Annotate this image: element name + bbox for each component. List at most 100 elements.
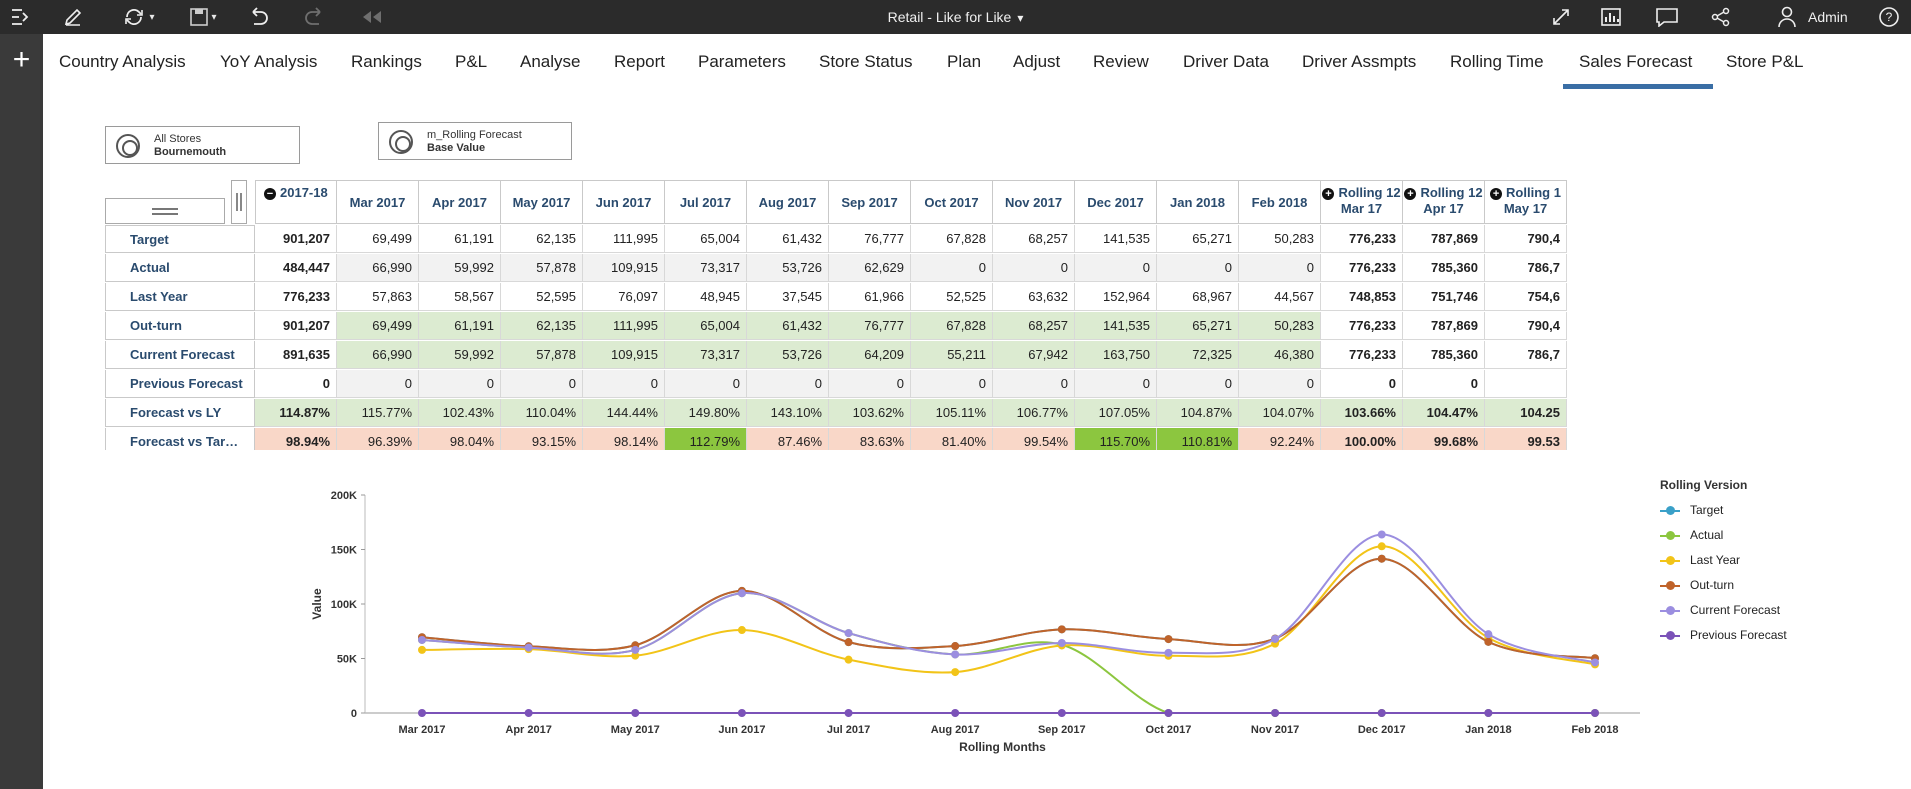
help-icon[interactable]: ? (1874, 0, 1904, 34)
series-line[interactable] (421, 545, 1596, 674)
data-point[interactable] (1057, 709, 1066, 717)
grid-cell[interactable]: 96.39% (337, 428, 419, 450)
row-header-out-turn[interactable]: Out-turn (105, 312, 255, 340)
column-header-rolling-12-apr-17[interactable]: + Rolling 12 Apr 17 (1403, 180, 1485, 224)
grid-cell[interactable]: 67,828 (911, 312, 993, 340)
grid-cell[interactable]: 0 (993, 254, 1075, 282)
grid-cell[interactable]: 50,283 (1239, 225, 1321, 253)
navigator-icon[interactable] (6, 0, 36, 34)
grid-cell[interactable]: 61,966 (829, 283, 911, 311)
grid-cell[interactable]: 0 (1403, 370, 1485, 398)
tab-review[interactable]: Review (1093, 52, 1149, 71)
data-point[interactable] (951, 709, 960, 717)
legend-item-out-turn[interactable]: Out-turn (1660, 573, 1900, 598)
legend-item-actual[interactable]: Actual (1660, 523, 1900, 548)
series-line[interactable] (421, 557, 1596, 660)
grid-cell[interactable]: 65,004 (665, 225, 747, 253)
user-icon[interactable] (1772, 0, 1802, 34)
data-point[interactable] (1591, 658, 1599, 667)
column-header-rolling-1-may-17[interactable]: + Rolling 1 May 17 (1485, 180, 1567, 224)
data-point[interactable] (524, 643, 533, 652)
grid-cell[interactable]: 61,191 (419, 312, 501, 340)
tab-analyse[interactable]: Analyse (520, 52, 581, 71)
expand-icon[interactable] (1546, 0, 1576, 34)
save-icon[interactable]: ▾ (180, 0, 226, 34)
column-header-feb-2018[interactable]: Feb 2018 (1239, 180, 1321, 224)
grid-cell[interactable]: 68,257 (993, 225, 1075, 253)
grid-cell[interactable]: 152,964 (1075, 283, 1157, 311)
grid-cell[interactable]: 69,499 (337, 225, 419, 253)
grid-cell[interactable]: 104.25 (1485, 399, 1567, 427)
grid-cell[interactable]: 751,746 (1403, 283, 1485, 311)
grid-cell[interactable]: 68,257 (993, 312, 1075, 340)
grid-cell[interactable]: 891,635 (255, 341, 337, 369)
tab-adjust[interactable]: Adjust (1013, 52, 1061, 71)
data-point[interactable] (1271, 709, 1280, 717)
grid-cell[interactable]: 786,7 (1485, 341, 1567, 369)
grid-cell[interactable]: 790,4 (1485, 225, 1567, 253)
grid-cell[interactable]: 104.47% (1403, 399, 1485, 427)
column-header-aug-2017[interactable]: Aug 2017 (747, 180, 829, 224)
grid-cell[interactable]: 65,271 (1157, 225, 1239, 253)
data-point[interactable] (844, 629, 853, 638)
column-header-may-2017[interactable]: May 2017 (501, 180, 583, 224)
series-current-forecast[interactable] (418, 530, 1599, 667)
column-header-rolling-12-mar-17[interactable]: + Rolling 12 Mar 17 (1321, 180, 1403, 224)
grid-cell[interactable]: 64,209 (829, 341, 911, 369)
grid-cell[interactable]: 81.40% (911, 428, 993, 450)
grid-cell[interactable]: 0 (1075, 370, 1157, 398)
legend-item-current-forecast[interactable]: Current Forecast (1660, 598, 1900, 623)
expand-icon[interactable]: + (1490, 187, 1503, 200)
grid-cell[interactable]: 63,632 (993, 283, 1075, 311)
grid-cell[interactable]: 103.62% (829, 399, 911, 427)
expand-icon[interactable]: + (1322, 187, 1335, 200)
grid-cell[interactable]: 787,869 (1403, 312, 1485, 340)
grid-cell[interactable]: 66,990 (337, 254, 419, 282)
data-point[interactable] (737, 626, 746, 635)
edit-icon[interactable] (58, 0, 88, 34)
grid-cell[interactable]: 787,869 (1403, 225, 1485, 253)
grid-cell[interactable]: 69,499 (337, 312, 419, 340)
column-header-mar-2017[interactable]: Mar 2017 (337, 180, 419, 224)
data-point[interactable] (951, 642, 960, 651)
grid-cell[interactable]: 0 (583, 370, 665, 398)
grid-cell[interactable]: 104.87% (1157, 399, 1239, 427)
grid-cell[interactable]: 901,207 (255, 312, 337, 340)
grid-cell[interactable]: 57,863 (337, 283, 419, 311)
grid-cell[interactable]: 111,995 (583, 312, 665, 340)
title-chevron-icon[interactable]: ▾ (1017, 11, 1024, 25)
grid-cell[interactable]: 0 (1239, 254, 1321, 282)
grid-cell[interactable]: 107.05% (1075, 399, 1157, 427)
grid-cell[interactable]: 776,233 (1321, 312, 1403, 340)
grid-cell[interactable]: 754,6 (1485, 283, 1567, 311)
tab-yoy-analysis[interactable]: YoY Analysis (220, 52, 318, 71)
version-selector[interactable]: m_Rolling Forecast Base Value (378, 122, 572, 160)
grid-cell[interactable]: 790,4 (1485, 312, 1567, 340)
tab-rankings[interactable]: Rankings (351, 52, 422, 71)
grid-cell[interactable]: 66,990 (337, 341, 419, 369)
grid-cell[interactable]: 68,967 (1157, 283, 1239, 311)
grid-cell[interactable]: 104.07% (1239, 399, 1321, 427)
grid-splitter-handle[interactable] (231, 180, 247, 224)
grid-cell[interactable]: 87.46% (747, 428, 829, 450)
grid-cell[interactable]: 99.68% (1403, 428, 1485, 450)
column-header-dec-2017[interactable]: Dec 2017 (1075, 180, 1157, 224)
row-header-forecast-vs-ly[interactable]: Forecast vs LY (105, 399, 255, 427)
column-header-apr-2017[interactable]: Apr 2017 (419, 180, 501, 224)
row-header-actual[interactable]: Actual (105, 254, 255, 282)
data-point[interactable] (844, 638, 853, 647)
grid-cell[interactable]: 102.43% (419, 399, 501, 427)
grid-cell[interactable]: 0 (419, 370, 501, 398)
data-point[interactable] (1271, 634, 1280, 643)
tab-pl[interactable]: P&L (455, 52, 488, 71)
user-name[interactable]: Admin (1808, 9, 1848, 25)
grid-cell[interactable]: 73,317 (665, 341, 747, 369)
grid-cell[interactable]: 65,004 (665, 312, 747, 340)
grid-cell[interactable]: 61,432 (747, 225, 829, 253)
column-header-jul-2017[interactable]: Jul 2017 (665, 180, 747, 224)
grid-cell[interactable]: 776,233 (1321, 341, 1403, 369)
row-header-last-year[interactable]: Last Year (105, 283, 255, 311)
tab-sales-forecast[interactable]: Sales Forecast (1579, 52, 1693, 71)
tab-driver-data[interactable]: Driver Data (1183, 52, 1269, 71)
grid-cell[interactable]: 0 (993, 370, 1075, 398)
